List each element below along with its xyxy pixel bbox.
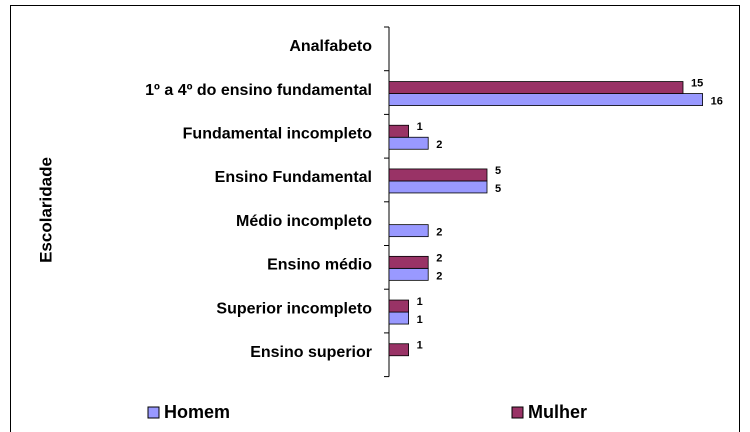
bar (388, 224, 429, 238)
legend-label: Homem (164, 402, 230, 422)
chart-frame (10, 5, 740, 432)
bar (388, 299, 410, 313)
legend-swatch (147, 406, 160, 419)
y-axis-label: Escolaridade (36, 157, 55, 263)
bar (388, 267, 429, 281)
value-label: 2 (436, 227, 442, 239)
value-label: 5 (495, 165, 501, 177)
value-label: 1 (417, 296, 423, 308)
bar (388, 343, 410, 357)
category-label: 1º a 4º do ensino fundamental (145, 82, 372, 99)
legend-swatch (511, 406, 524, 419)
bar (388, 81, 684, 94)
bar (388, 93, 704, 106)
value-label: 5 (495, 183, 501, 195)
category-label: Analfabeto (289, 38, 372, 55)
value-label: 2 (436, 270, 442, 282)
bar (388, 168, 488, 182)
value-label: 2 (436, 139, 442, 151)
category-label: Superior incompleto (216, 300, 372, 317)
legend-label: Mulher (528, 402, 587, 422)
value-label: 1 (417, 121, 423, 133)
value-label: 1 (417, 314, 423, 326)
value-label: 16 (711, 95, 723, 107)
category-label: Ensino médio (267, 257, 372, 274)
bar (388, 180, 488, 194)
bar (388, 311, 410, 325)
category-label: Médio incompleto (236, 213, 372, 230)
bar (388, 255, 429, 269)
value-label: 15 (691, 77, 703, 89)
category-label: Ensino Fundamental (215, 169, 372, 186)
value-label: 2 (436, 252, 442, 264)
bar (388, 136, 429, 150)
bar (388, 124, 410, 138)
value-label: 1 (417, 340, 423, 352)
category-label: Fundamental incompleto (183, 125, 373, 142)
category-label: Ensino superior (250, 344, 372, 361)
